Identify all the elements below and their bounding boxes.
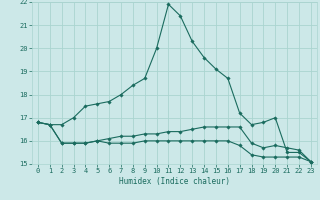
X-axis label: Humidex (Indice chaleur): Humidex (Indice chaleur)	[119, 177, 230, 186]
